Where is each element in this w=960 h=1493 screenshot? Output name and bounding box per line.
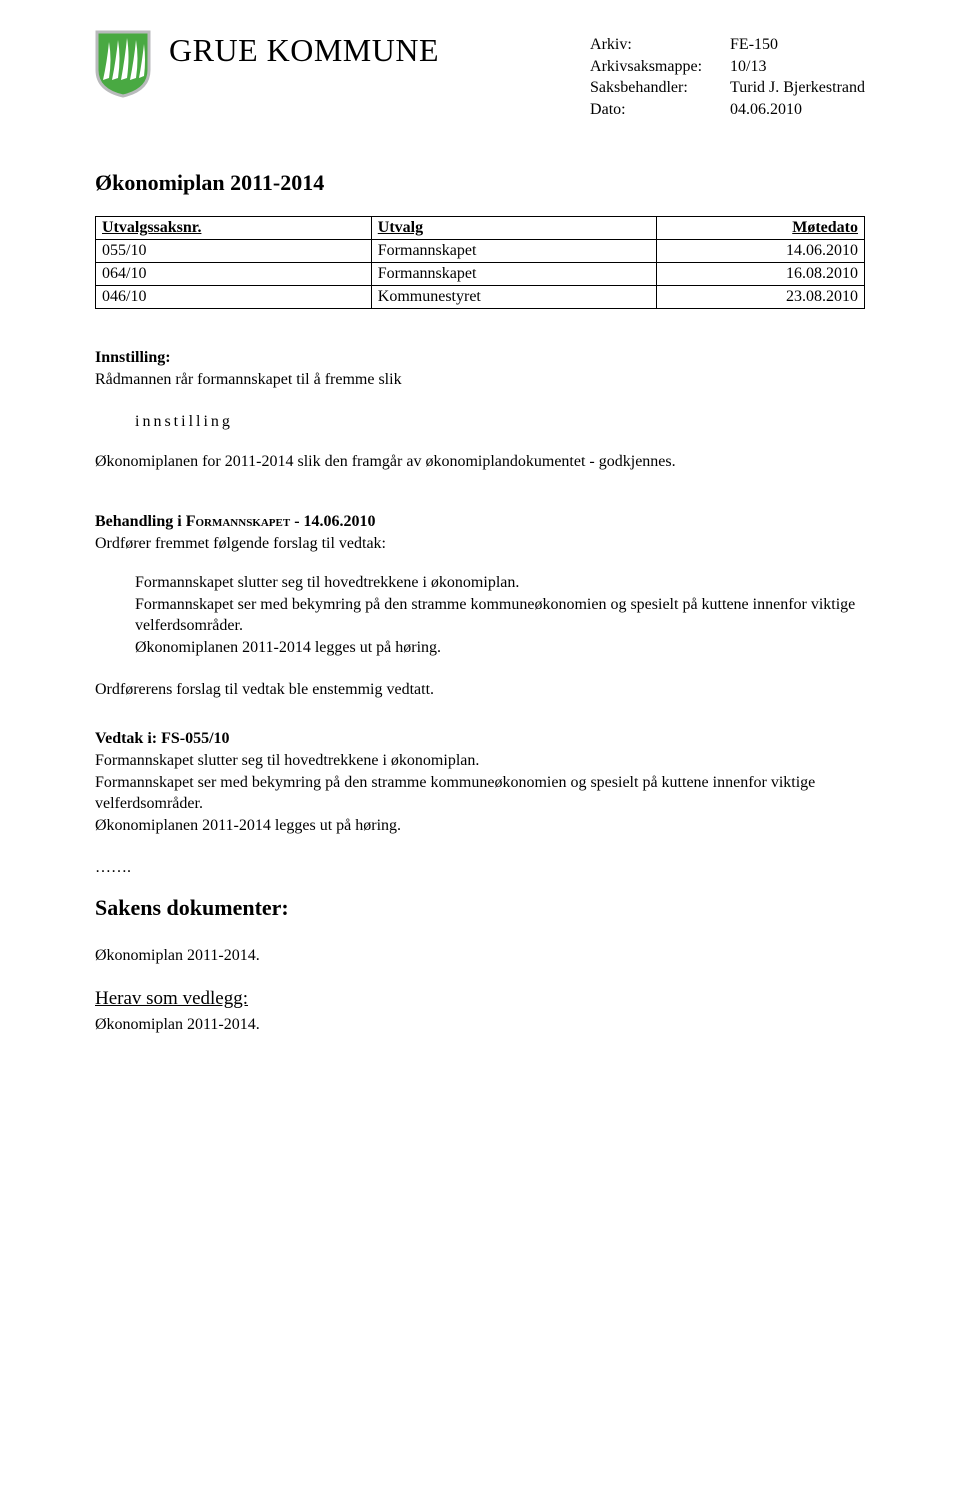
document-header: GRUE KOMMUNE Arkiv: FE-150 Arkivsaksmapp… xyxy=(95,30,865,120)
indent-line: Formannskapet ser med bekymring på den s… xyxy=(135,594,865,637)
vedtak-line: Formannskapet ser med bekymring på den s… xyxy=(95,774,815,813)
indent-line: Økonomiplanen 2011-2014 legges ut på hør… xyxy=(135,637,865,659)
document-title: Økonomiplan 2011-2014 xyxy=(95,170,865,196)
behandling-prefix: Behandling i xyxy=(95,513,186,530)
innstilling-text: Økonomiplanen for 2011-2014 slik den fra… xyxy=(95,451,865,473)
meta-row: Arkivsaksmappe: 10/13 xyxy=(590,56,865,78)
table-cell: 23.08.2010 xyxy=(656,286,865,309)
innstilling-intro: Rådmannen rår formannskapet til å fremme… xyxy=(95,369,865,391)
meta-row: Saksbehandler: Turid J. Bjerkestrand xyxy=(590,77,865,99)
meta-value: FE-150 xyxy=(730,34,778,56)
table-cell: 14.06.2010 xyxy=(656,240,865,263)
table-header-row: Utvalgssaksnr. Utvalg Møtedato xyxy=(96,217,865,240)
table-cell: 064/10 xyxy=(96,263,372,286)
meta-value: 10/13 xyxy=(730,56,766,78)
vedtak-label: Vedtak i: FS-055/10 xyxy=(95,730,865,748)
table-header: Utvalg xyxy=(371,217,656,240)
table-cell: Formannskapet xyxy=(371,263,656,286)
behandling-closing: Ordførerens forslag til vedtak ble enste… xyxy=(95,679,865,701)
table-header: Utvalgssaksnr. xyxy=(96,217,372,240)
meta-label: Arkiv: xyxy=(590,34,730,56)
vedtak-text: Formannskapet slutter seg til hovedtrekk… xyxy=(95,750,865,836)
indent-line: Formannskapet slutter seg til hovedtrekk… xyxy=(135,572,865,594)
meta-row: Arkiv: FE-150 xyxy=(590,34,865,56)
behandling-body: Formannskapet xyxy=(186,513,291,530)
meta-row: Dato: 04.06.2010 xyxy=(590,99,865,121)
vedlegg-item: Økonomiplan 2011-2014. xyxy=(95,1014,865,1036)
table-cell: Formannskapet xyxy=(371,240,656,263)
behandling-intro: Ordfører fremmet følgende forslag til ve… xyxy=(95,533,865,555)
table-cell: 055/10 xyxy=(96,240,372,263)
table-cell: 046/10 xyxy=(96,286,372,309)
table-row: 064/10 Formannskapet 16.08.2010 xyxy=(96,263,865,286)
behandling-suffix: - 14.06.2010 xyxy=(290,513,375,530)
archive-meta: Arkiv: FE-150 Arkivsaksmappe: 10/13 Saks… xyxy=(590,30,865,120)
vedtak-line: Økonomiplanen 2011-2014 legges ut på hør… xyxy=(95,817,401,834)
sakens-item: Økonomiplan 2011-2014. xyxy=(95,945,865,967)
table-row: 055/10 Formannskapet 14.06.2010 xyxy=(96,240,865,263)
municipality-logo xyxy=(95,30,151,103)
ellipsis-separator: ……. xyxy=(95,859,865,877)
table-header: Møtedato xyxy=(656,217,865,240)
meta-label: Arkivsaksmappe: xyxy=(590,56,730,78)
innstilling-spaced: innstilling xyxy=(135,413,233,431)
meta-label: Saksbehandler: xyxy=(590,77,730,99)
meta-value: Turid J. Bjerkestrand xyxy=(730,77,865,99)
meta-label: Dato: xyxy=(590,99,730,121)
behandling-label: Behandling i Formannskapet - 14.06.2010 xyxy=(95,513,865,531)
innstilling-label: Innstilling: xyxy=(95,349,865,367)
behandling-indent: Formannskapet slutter seg til hovedtrekk… xyxy=(135,572,865,658)
table-cell: 16.08.2010 xyxy=(656,263,865,286)
case-table: Utvalgssaksnr. Utvalg Møtedato 055/10 Fo… xyxy=(95,216,865,309)
meta-value: 04.06.2010 xyxy=(730,99,802,121)
org-name: GRUE KOMMUNE xyxy=(169,30,439,69)
vedlegg-heading: Herav som vedlegg: xyxy=(95,988,865,1010)
vedtak-line: Formannskapet slutter seg til hovedtrekk… xyxy=(95,752,479,769)
sakens-heading: Sakens dokumenter: xyxy=(95,895,865,921)
table-cell: Kommunestyret xyxy=(371,286,656,309)
table-row: 046/10 Kommunestyret 23.08.2010 xyxy=(96,286,865,309)
